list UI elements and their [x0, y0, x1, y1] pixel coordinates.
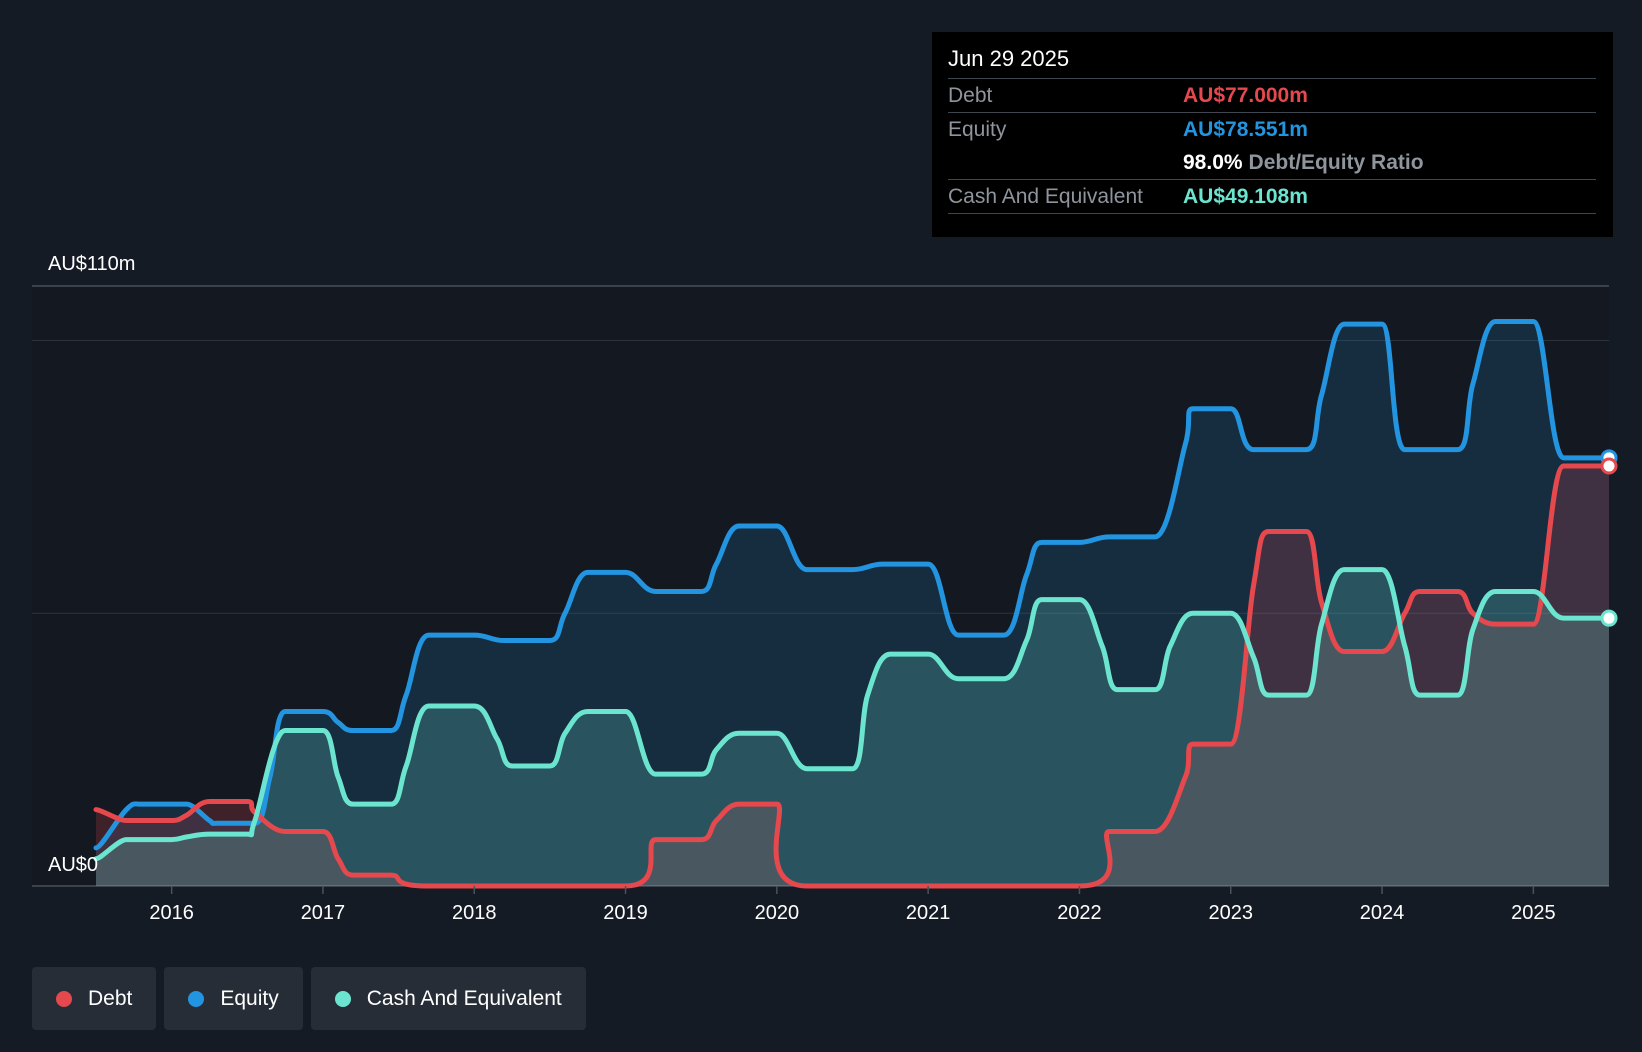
cash-and-equivalent-line	[93, 567, 1612, 862]
y-axis-bottom-label: AU$0	[48, 854, 98, 876]
x-tick-label: 2023	[1209, 902, 1254, 924]
x-tick-label: 2019	[603, 902, 648, 924]
debt-line	[93, 463, 1612, 889]
legend-item-equity[interactable]: Equity	[164, 967, 303, 1030]
tooltip-ratio-row: 98.0% Debt/Equity Ratio	[948, 146, 1596, 179]
tooltip-date: Jun 29 2025	[948, 46, 1070, 71]
tooltip-equity-row: Equity AU$78.551m	[948, 112, 1596, 146]
x-tick-label: 2018	[452, 902, 497, 924]
x-axis-ticks: 2016 2017 2018 2019 2020 2021 2022 2023 2024 2025	[149, 886, 1556, 924]
tooltip-ratio-value: 98.0%	[1183, 150, 1243, 174]
x-tick-label: 2016	[149, 902, 194, 924]
x-tick-label: 2017	[301, 902, 346, 924]
equity-line	[93, 318, 1612, 851]
cash-and-equivalent-end-point	[1600, 609, 1618, 627]
debt-dot-icon	[56, 990, 72, 1007]
cash-and-equivalent-area	[96, 569, 1609, 886]
tooltip-cash-row: Cash And Equivalent AU$49.108m	[948, 179, 1596, 214]
x-tick-label: 2022	[1057, 902, 1102, 924]
y-axis-top-label: AU$110m	[48, 253, 135, 275]
plot-background	[32, 286, 1609, 886]
tooltip-ratio-label: Debt/Equity Ratio	[1248, 150, 1424, 174]
legend-label-equity: Equity	[220, 986, 279, 1010]
legend-label-cash: Cash And Equivalent	[366, 986, 562, 1010]
legend-item-cash[interactable]: Cash And Equivalent	[310, 967, 586, 1030]
x-tick-label: 2024	[1360, 902, 1405, 924]
end-markers	[1600, 449, 1618, 627]
x-tick-label: 2025	[1511, 902, 1556, 924]
tooltip-debt-row: Debt AU$77.000m	[948, 78, 1596, 112]
series-lines	[93, 318, 1612, 889]
x-tick-label: 2020	[755, 902, 800, 924]
chart-legend: Debt Equity Cash And Equivalent	[32, 967, 594, 1030]
equity-dot-icon	[188, 990, 205, 1007]
debt-end-point	[1600, 457, 1618, 475]
tooltip-equity-label: Equity	[948, 117, 1007, 141]
tooltip-panel: Jun 29 2025 Debt AU$77.000m Equity AU$78…	[932, 32, 1613, 237]
tooltip-debt-value: AU$77.000m	[1183, 83, 1308, 107]
x-tick-label: 2021	[906, 902, 951, 924]
tooltip-cash-value: AU$49.108m	[1183, 184, 1308, 208]
debt-area	[96, 466, 1609, 886]
tooltip-cash-label: Cash And Equivalent	[948, 184, 1143, 208]
legend-item-debt[interactable]: Debt	[32, 967, 157, 1030]
cash-dot-icon	[334, 990, 351, 1007]
tooltip-equity-value: AU$78.551m	[1183, 117, 1308, 141]
tooltip-debt-label: Debt	[948, 83, 993, 107]
legend-label-debt: Debt	[88, 986, 133, 1010]
